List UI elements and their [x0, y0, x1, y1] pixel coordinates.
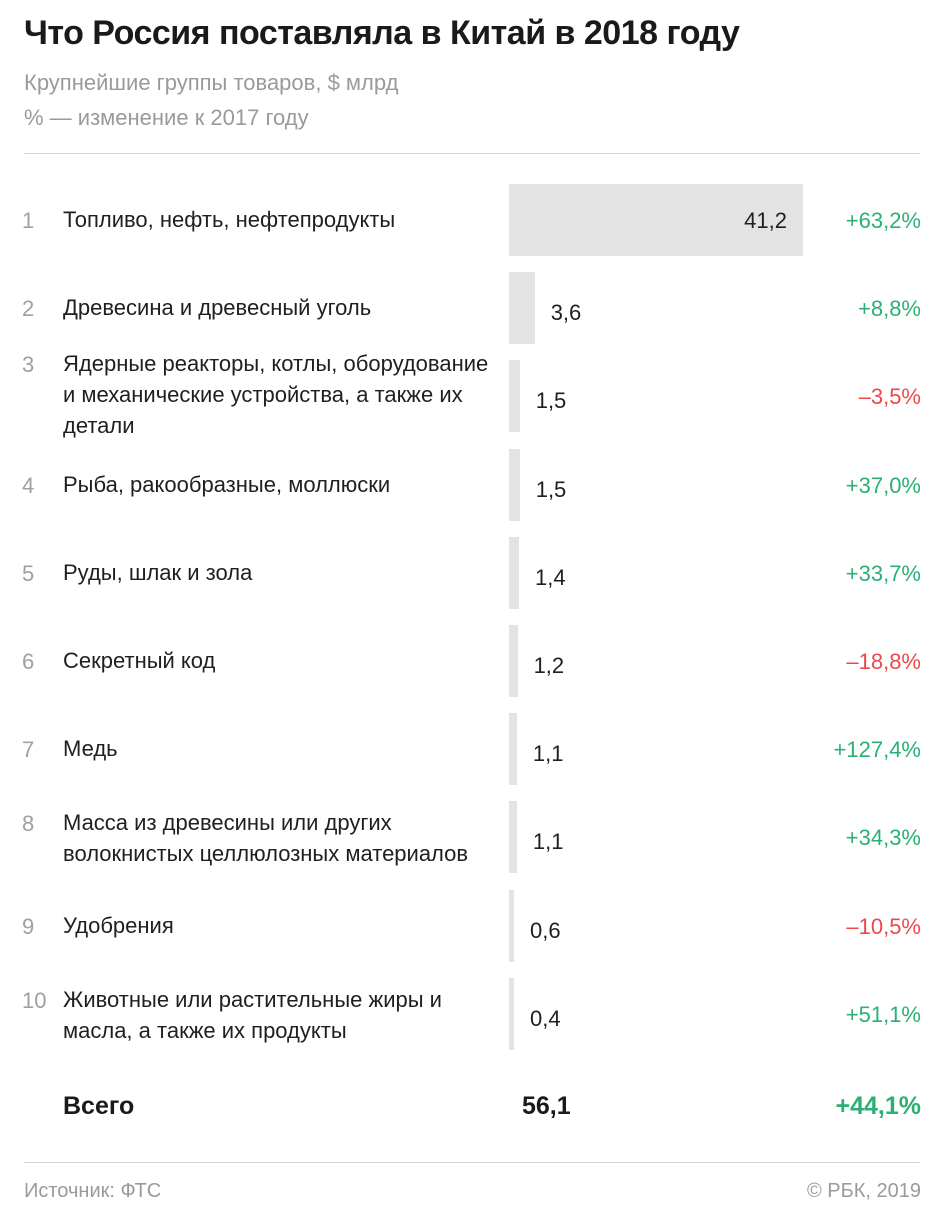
bar — [509, 448, 520, 521]
category-label: Руды, шлак и зола — [63, 559, 253, 585]
bar — [509, 184, 803, 256]
copyright-note: © РБК, 2019 — [806, 1180, 921, 1202]
bar-value-label: 0,4 — [530, 1005, 561, 1031]
row-rank: 1 — [22, 208, 35, 233]
top-divider — [24, 153, 920, 154]
bar — [509, 272, 535, 345]
row-rank: 4 — [22, 472, 35, 498]
row-rank: 2 — [22, 296, 35, 322]
row-rank: 3 — [22, 352, 35, 378]
change-label: +34,3% — [845, 825, 921, 851]
bar-value-label: 1,1 — [532, 829, 564, 855]
chart-row: 3 Ядерные реакторы, котлы, оборудование и… — [0, 351, 945, 438]
change-label: –3,5% — [858, 384, 921, 410]
bar — [509, 625, 518, 697]
category-label: Рыба, ракообразные, моллюски — [63, 471, 391, 497]
bottom-divider — [24, 1162, 920, 1163]
bar — [509, 977, 514, 1050]
bar — [509, 889, 514, 962]
bar — [509, 713, 517, 786]
chart-subtitle: Крупнейшие группы товаров, $ млрд — [24, 70, 399, 95]
chart-row: 5 Руды, шлак и зола 1,4 +33,7% — [0, 536, 945, 609]
bar-value-label: 1,1 — [532, 741, 564, 767]
category-label: Животные или растительные жиры и масла, … — [63, 986, 442, 1043]
chart-row: 2 Древесина и древесный уголь 3,6 +8,8% — [0, 272, 945, 345]
source-note: Источник: ФТС — [24, 1180, 162, 1202]
bar-value-label: 1,2 — [533, 653, 565, 678]
change-label: –18,8% — [846, 649, 921, 674]
bar-value-label: 1,5 — [535, 388, 567, 414]
change-label: +127,4% — [833, 737, 921, 763]
row-rank: 6 — [22, 649, 35, 674]
change-label: +37,0% — [845, 472, 921, 498]
category-label: Медь — [63, 736, 118, 762]
bar-value-label: 41,2 — [744, 208, 787, 233]
category-label: Топливо, нефть, нефтепродукты — [63, 207, 396, 232]
change-label: –10,5% — [846, 913, 921, 939]
category-label: Секретный код — [63, 648, 216, 673]
row-rank: 8 — [22, 811, 35, 837]
change-label: +63,2% — [845, 208, 921, 233]
chart-row: 10 Животные или растительные жиры и масла… — [0, 977, 945, 1050]
change-label: +8,8% — [858, 296, 921, 322]
chart-row: 9 Удобрения 0,6 –10,5% — [0, 889, 945, 962]
change-label: +51,1% — [845, 1001, 921, 1027]
total-label: Всего — [63, 1092, 135, 1120]
change-label: +33,7% — [845, 560, 921, 586]
chart-row: 7 Медь 1,1 +127,4% — [0, 713, 945, 786]
chart-row: 4 Рыба, ракообразные, моллюски 1,5 +37,0% — [0, 448, 945, 521]
bar-value-label: 0,6 — [530, 917, 561, 943]
row-rank: 5 — [22, 560, 35, 586]
bar — [509, 801, 517, 874]
bar-value-label: 1,5 — [535, 476, 567, 502]
total-change: +44,1% — [835, 1092, 922, 1120]
category-label: Масса из древесины или других волокнисты… — [63, 810, 469, 867]
row-rank: 10 — [22, 987, 47, 1013]
chart-row: 1 Топливо, нефть, нефтепродукты 41,2 +63,2% — [0, 184, 945, 256]
total-value: 56,1 — [522, 1092, 571, 1120]
bar — [509, 536, 519, 609]
category-label: Удобрения — [63, 912, 174, 938]
chart-title: Что Россия поставляла в Китай в 2018 год… — [24, 14, 740, 52]
bar-value-label: 1,4 — [534, 564, 566, 590]
chart-row: 6 Секретный код 1,2 –18,8% — [0, 625, 945, 697]
chart-subtitle-change-note: % — изменение к 2017 году — [24, 105, 309, 130]
row-rank: 9 — [22, 913, 35, 939]
category-label: Древесина и древесный уголь — [63, 295, 372, 321]
bar-value-label: 3,6 — [550, 300, 582, 326]
row-rank: 7 — [22, 737, 35, 763]
category-label: Ядерные реакторы, котлы, оборудование и … — [63, 351, 489, 439]
chart-row: 8 Масса из древесины или других волокнист… — [0, 801, 945, 874]
bar — [509, 360, 520, 433]
